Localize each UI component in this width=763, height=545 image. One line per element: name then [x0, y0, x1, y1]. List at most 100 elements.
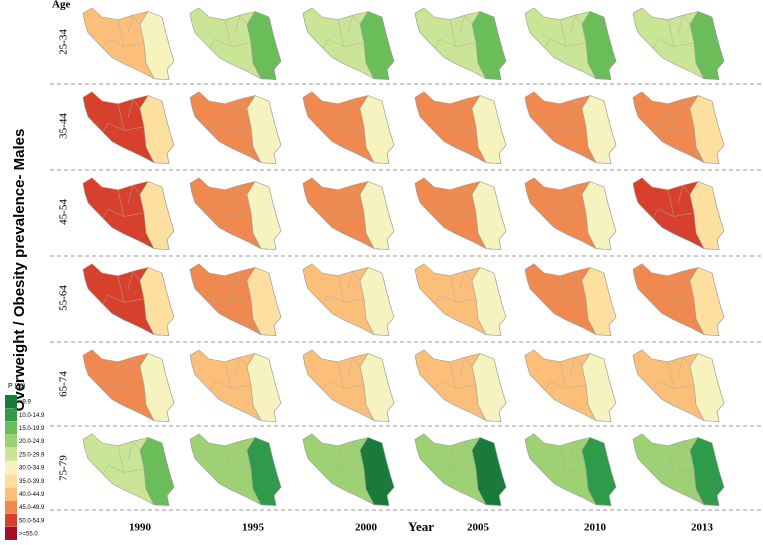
map-border [321, 270, 365, 305]
legend-label: 15.0-19.9 [19, 426, 45, 432]
map-border [208, 440, 252, 475]
map-border [433, 356, 477, 391]
legend-swatch [5, 447, 17, 461]
map [189, 349, 282, 422]
map [82, 91, 175, 164]
legend-label: 25.0-29.9 [19, 452, 45, 458]
legend-label: 30.0-34.9 [19, 466, 45, 472]
map-border [651, 270, 695, 305]
map [414, 263, 507, 336]
map-border [543, 98, 587, 133]
map-border [543, 356, 587, 391]
map [414, 91, 507, 164]
map [189, 177, 282, 250]
map-border [101, 270, 145, 305]
map-border [101, 98, 145, 133]
map-border [208, 14, 252, 49]
map [632, 349, 725, 422]
map-border [433, 270, 477, 305]
map-border [651, 184, 695, 219]
map-border [433, 14, 477, 49]
map [82, 349, 175, 422]
map [414, 7, 507, 80]
legend-label: 20.0-24.9 [19, 439, 45, 445]
legend-swatch [5, 487, 17, 501]
map-border [208, 98, 252, 133]
year-label: 2000 [355, 522, 378, 534]
map-border [208, 270, 252, 305]
map [302, 263, 395, 336]
legend-label: 45.0-49.9 [19, 505, 45, 511]
map [302, 7, 395, 80]
age-label: 55-64 [58, 285, 70, 311]
year-label: 2013 [691, 522, 714, 534]
age-label: 45-54 [58, 199, 70, 225]
x-heading: Year [408, 519, 434, 534]
map [524, 263, 617, 336]
figure-title: Overweight / Obesity prevalence- Males [11, 129, 28, 412]
legend-label: 50.0-54.9 [19, 518, 45, 524]
map-border [101, 356, 145, 391]
map [632, 91, 725, 164]
map [632, 7, 725, 80]
map [302, 91, 395, 164]
legend-label: 40.0-44.9 [19, 492, 45, 498]
legend-title: P (%) [8, 383, 25, 390]
map-border [321, 356, 365, 391]
age-label: 75-79 [58, 455, 70, 481]
legend-swatch [5, 527, 17, 540]
map [414, 349, 507, 422]
legend-swatch [5, 434, 17, 448]
legend-swatch [5, 421, 17, 435]
map [302, 177, 395, 250]
map [524, 7, 617, 80]
legend-swatch [5, 408, 17, 422]
map [414, 177, 507, 250]
map-border [101, 440, 145, 475]
map [524, 349, 617, 422]
legend-swatch [5, 474, 17, 488]
map-border [543, 14, 587, 49]
age-heading: Age [52, 0, 70, 11]
map [302, 349, 395, 422]
age-label: 25-34 [58, 29, 70, 55]
map [82, 177, 175, 250]
map-border [321, 440, 365, 475]
age-label: 65-74 [58, 371, 70, 397]
map [189, 7, 282, 80]
map [82, 263, 175, 336]
map-border [101, 14, 145, 49]
map-border [321, 14, 365, 49]
map [82, 433, 175, 506]
map [302, 433, 395, 506]
map-border [433, 184, 477, 219]
legend-label: 10.0-14.9 [19, 413, 45, 419]
map [524, 433, 617, 506]
map-border [543, 270, 587, 305]
legend-label: >=55.0 [19, 532, 38, 538]
map-border [321, 98, 365, 133]
legend-swatch [5, 395, 17, 408]
legend-label: 35.0-39.9 [19, 479, 45, 485]
map-border [651, 98, 695, 133]
legend-label: <9.9 [19, 400, 32, 406]
year-label: 1995 [242, 522, 265, 534]
map [189, 91, 282, 164]
legend-swatch [5, 500, 17, 514]
map-border [321, 184, 365, 219]
year-label: 2005 [467, 522, 490, 534]
map [414, 433, 507, 506]
legend-swatch [5, 461, 17, 474]
map [189, 263, 282, 336]
map [82, 7, 175, 80]
map-border [651, 14, 695, 49]
map-border [433, 440, 477, 475]
year-label: 1990 [129, 522, 152, 534]
map-border [651, 440, 695, 475]
map [632, 433, 725, 506]
map-border [208, 184, 252, 219]
year-label: 2010 [584, 522, 607, 534]
map-border [543, 184, 587, 219]
map [632, 177, 725, 250]
map [189, 433, 282, 506]
